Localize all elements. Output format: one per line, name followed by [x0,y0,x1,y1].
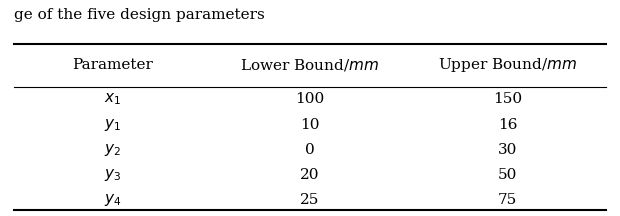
Text: Upper Bound/$mm$: Upper Bound/$mm$ [438,56,577,74]
Text: ge of the five design parameters: ge of the five design parameters [14,8,265,22]
Text: 20: 20 [300,168,320,182]
Text: $y_1$: $y_1$ [104,116,121,133]
Text: 0: 0 [305,143,315,157]
Text: $y_2$: $y_2$ [104,141,121,158]
Text: $y_3$: $y_3$ [104,167,121,183]
Text: $x_1$: $x_1$ [104,92,121,107]
Text: 150: 150 [493,92,522,106]
Text: 100: 100 [295,92,325,106]
Text: Lower Bound/$mm$: Lower Bound/$mm$ [241,57,379,73]
Text: 50: 50 [498,168,517,182]
Text: Parameter: Parameter [72,58,153,72]
Text: $y_4$: $y_4$ [104,192,122,208]
Text: 10: 10 [300,118,320,132]
Text: 75: 75 [498,193,517,207]
Text: 16: 16 [498,118,517,132]
Text: 25: 25 [300,193,320,207]
Text: 30: 30 [498,143,517,157]
